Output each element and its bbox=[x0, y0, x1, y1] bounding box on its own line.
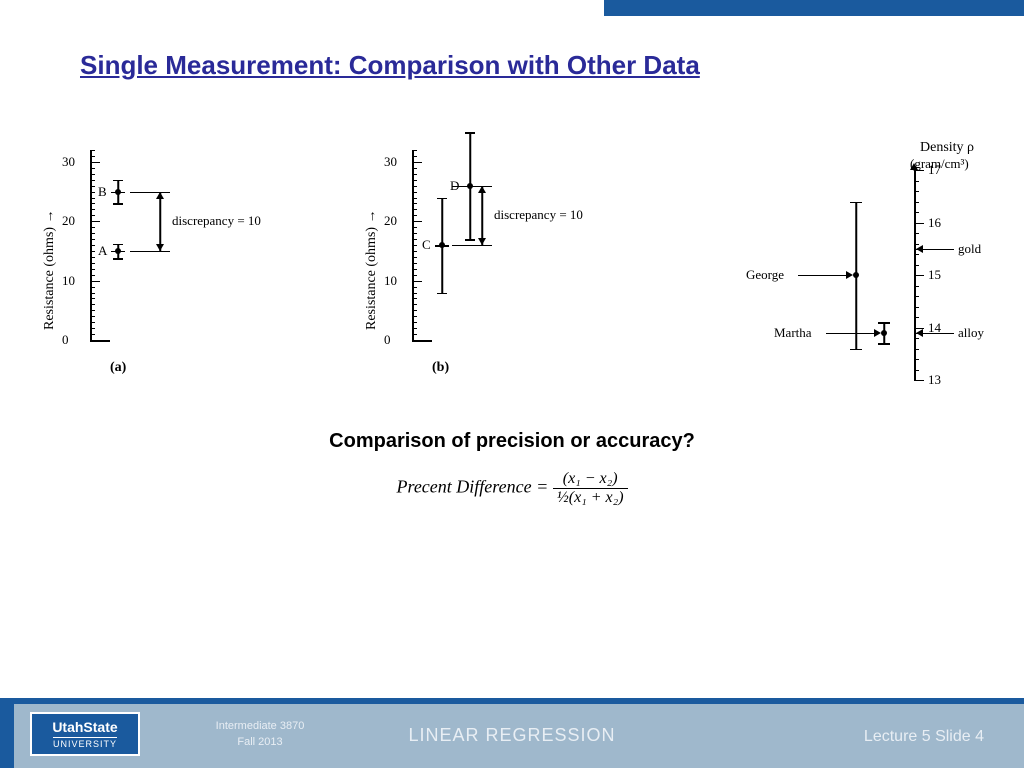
top-accent-bar bbox=[604, 0, 1024, 16]
slide-title: Single Measurement: Comparison with Othe… bbox=[80, 50, 700, 81]
chart-a: Resistance (ohms) →0102030ABdiscrepancy … bbox=[20, 140, 320, 400]
formula-fraction: (x₁ − x₂) ½(x₁ + x₂) bbox=[553, 470, 628, 507]
formula-denominator: ½(x₁ + x₂) bbox=[553, 489, 628, 507]
chart-c: Density ρ(gram/cm³)1314151617GeorgeMarth… bbox=[664, 140, 1004, 400]
footer-right: Lecture 5 Slide 4 bbox=[864, 728, 984, 746]
formula: Precent Difference = (x₁ − x₂) ½(x₁ + x₂… bbox=[0, 470, 1024, 507]
formula-numerator: (x₁ − x₂) bbox=[553, 470, 628, 489]
chart-b: Resistance (ohms) →0102030CDdiscrepancy … bbox=[342, 140, 642, 400]
subtitle: Comparison of precision or accuracy? bbox=[0, 430, 1024, 453]
footer-bar: UtahState UNIVERSITY Intermediate 3870 F… bbox=[0, 698, 1024, 768]
charts-row: Resistance (ohms) →0102030ABdiscrepancy … bbox=[20, 140, 1004, 400]
formula-lhs: Precent Difference = bbox=[396, 477, 548, 497]
